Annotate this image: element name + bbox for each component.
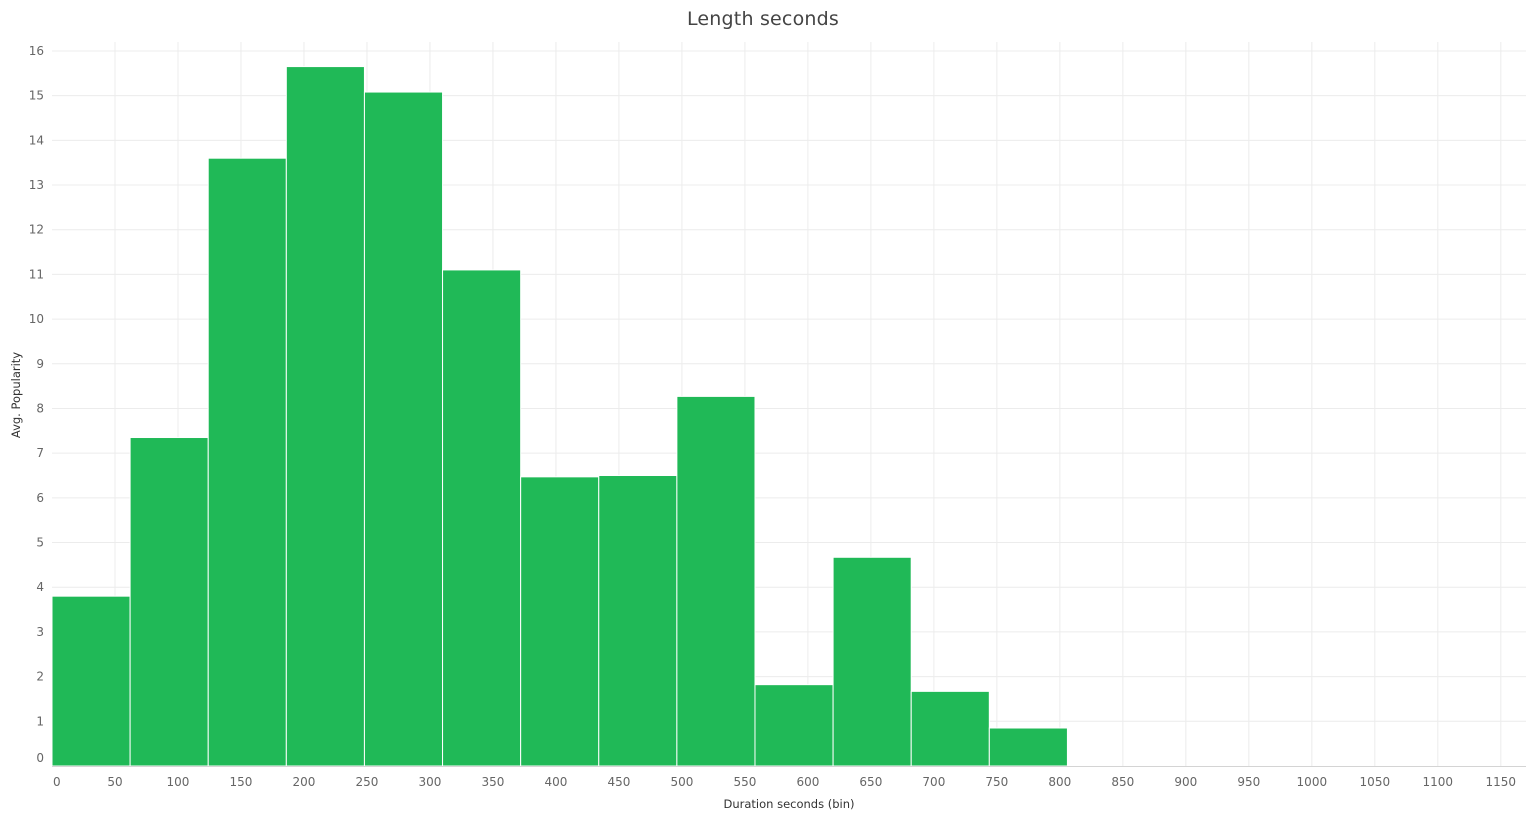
x-tick-label: 150	[230, 775, 253, 789]
histogram-bar	[676, 395, 756, 767]
y-tick-label: 16	[29, 44, 44, 58]
x-tick-label: 300	[418, 775, 441, 789]
x-tick-label: 800	[1048, 775, 1071, 789]
x-tick-label: 50	[107, 775, 122, 789]
x-tick-label: 1050	[1360, 775, 1391, 789]
y-tick-label: 13	[29, 178, 44, 192]
y-tick-label: 4	[36, 580, 44, 594]
x-tick-label: 1000	[1297, 775, 1328, 789]
x-tick-label: 950	[1237, 775, 1260, 789]
x-tick-label: 850	[1111, 775, 1134, 789]
histogram-bar	[207, 157, 287, 767]
x-tick-label: 700	[922, 775, 945, 789]
y-tick-label: 7	[36, 446, 44, 460]
histogram-bar	[520, 476, 600, 767]
histogram-bar	[598, 475, 678, 767]
y-tick-label: 11	[29, 267, 44, 281]
histogram-bar	[988, 727, 1068, 767]
x-tick-label: 0	[53, 775, 61, 789]
histogram-bar	[285, 66, 365, 767]
x-tick-label: 250	[356, 775, 379, 789]
y-tick-label: 2	[36, 670, 44, 684]
histogram-bar	[910, 690, 990, 767]
x-tick-label: 450	[607, 775, 630, 789]
y-tick-label: 8	[36, 401, 44, 415]
y-tick-label: 15	[29, 89, 44, 103]
y-tick-label: 5	[36, 536, 44, 550]
histogram-bar	[51, 595, 131, 767]
y-tick-label: 14	[29, 133, 44, 147]
y-tick-label: 3	[36, 625, 44, 639]
y-tick-label: 12	[29, 223, 44, 237]
x-tick-label: 900	[1174, 775, 1197, 789]
histogram-bar	[754, 684, 834, 767]
histogram-bar	[442, 269, 522, 767]
x-tick-label: 1100	[1423, 775, 1454, 789]
histogram-bar	[129, 437, 209, 767]
x-tick-label: 400	[544, 775, 567, 789]
x-tick-label: 350	[481, 775, 504, 789]
y-axis-title: Avg. Popularity	[9, 351, 23, 439]
x-tick-label: 650	[859, 775, 882, 789]
x-tick-label: 100	[167, 775, 190, 789]
histogram-bar	[363, 91, 444, 767]
x-tick-label: 500	[670, 775, 693, 789]
x-tick-label: 750	[985, 775, 1008, 789]
y-tick-label: 0	[36, 751, 44, 765]
x-axis-title: Duration seconds (bin)	[723, 797, 855, 811]
y-tick-label: 6	[36, 491, 44, 505]
x-tick-label: 550	[733, 775, 756, 789]
x-tick-label: 600	[796, 775, 819, 789]
x-tick-label: 200	[293, 775, 316, 789]
histogram-bar	[832, 556, 912, 767]
chart-title: Length seconds	[686, 8, 840, 30]
y-tick-label: 1	[36, 714, 44, 728]
x-tick-label: 1150	[1486, 775, 1517, 789]
y-tick-label: 10	[29, 312, 44, 326]
y-tick-label: 9	[36, 357, 44, 371]
